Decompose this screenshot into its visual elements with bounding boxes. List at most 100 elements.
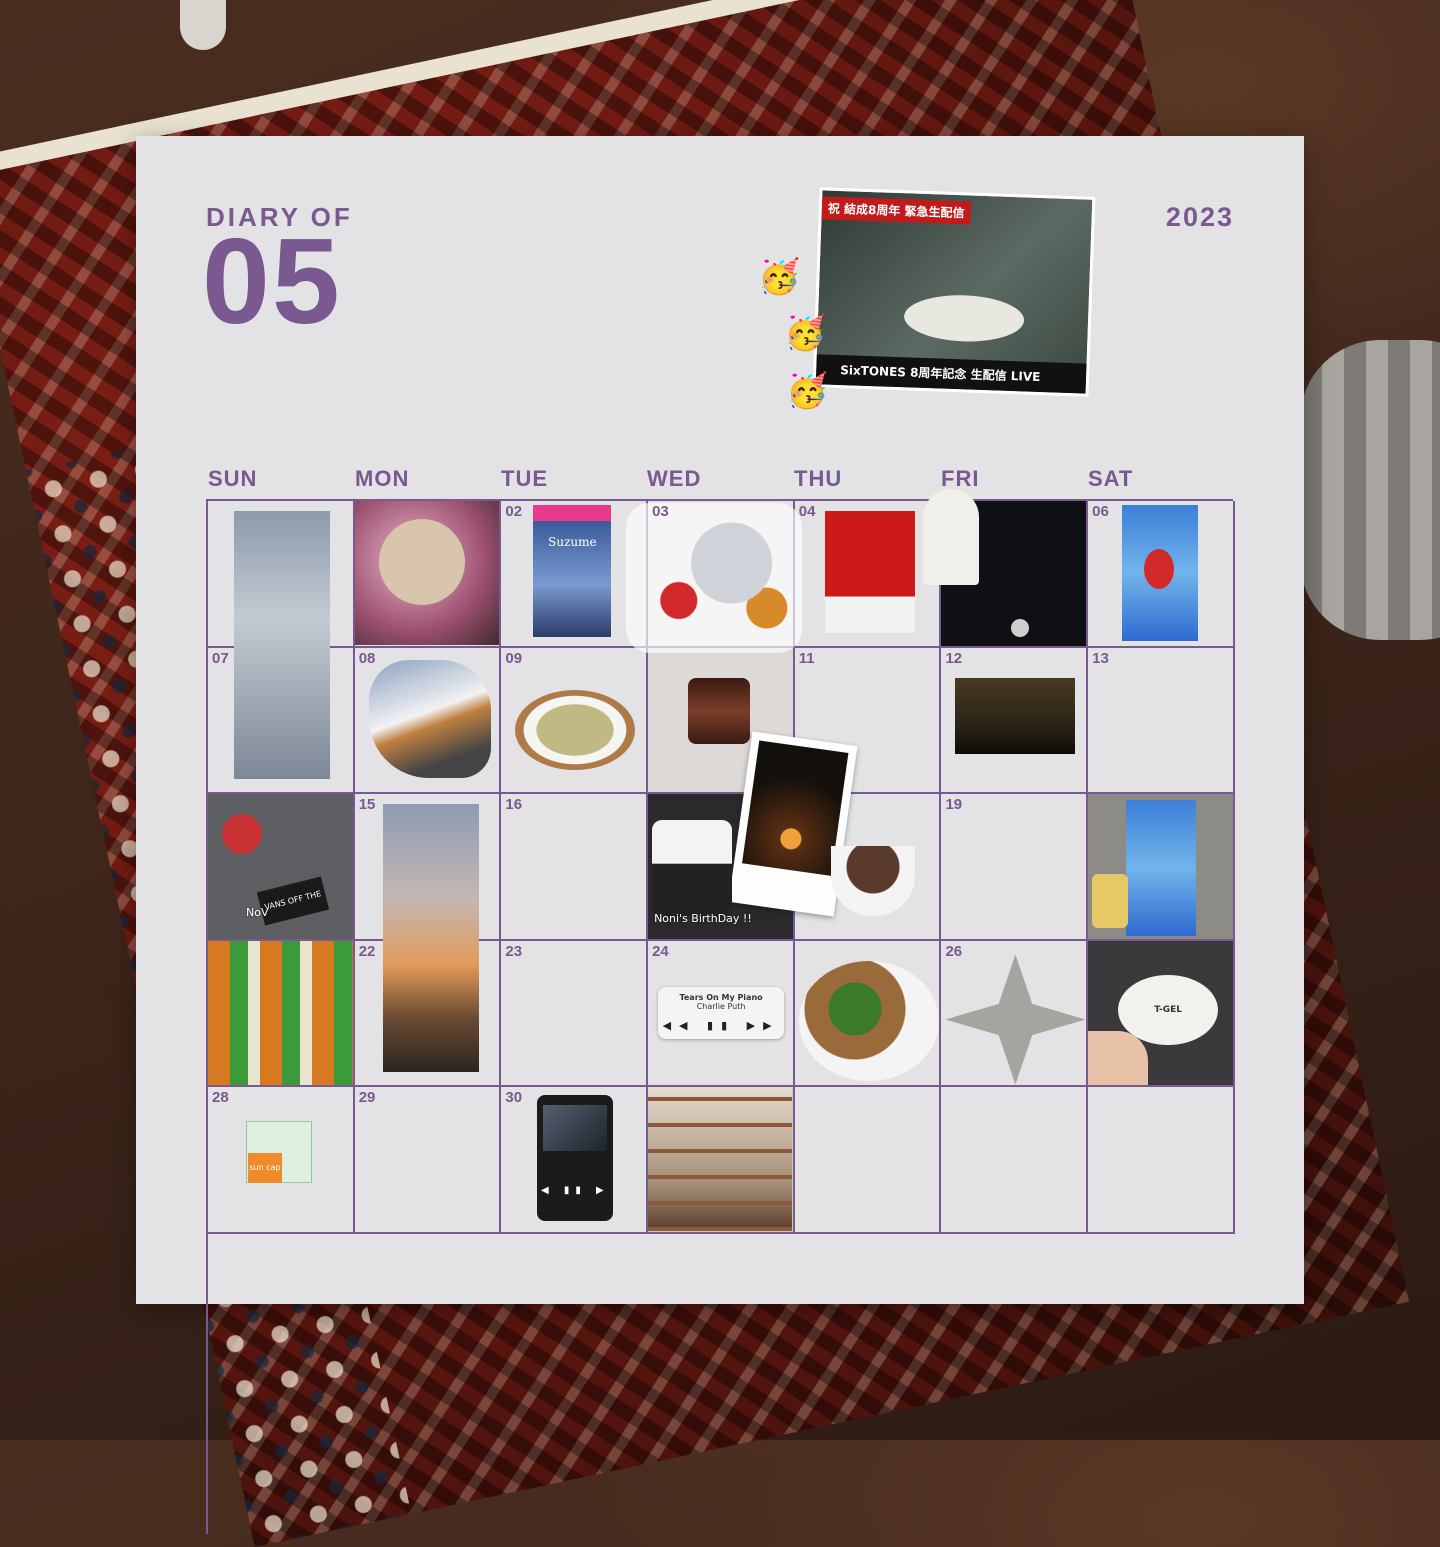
day-cell[interactable]: 28 sun cap bbox=[208, 1087, 355, 1234]
day-cell[interactable] bbox=[648, 1087, 795, 1234]
day-number: 04 bbox=[798, 503, 816, 520]
birthday-note: Noni's BirthDay !! bbox=[654, 912, 752, 925]
day-cell[interactable]: 24 Tears On My Piano Charlie Puth ◀◀ ▮▮ … bbox=[648, 940, 795, 1087]
birthday-cake bbox=[652, 820, 733, 916]
day-number: 07 bbox=[212, 649, 229, 667]
calendar-sheet: DIARY OF 05 2023 祝 結成8周年 緊急生配信 SixTONES … bbox=[136, 136, 1304, 1534]
day-cell[interactable]: 03 bbox=[626, 501, 803, 653]
mario-plush-sticker bbox=[626, 503, 803, 653]
sky-photo bbox=[234, 511, 330, 779]
ice-cream-bowl bbox=[830, 846, 915, 916]
day-cell[interactable] bbox=[208, 940, 355, 1087]
day-cell[interactable]: 16 bbox=[501, 794, 649, 941]
party-emoji-3: 🥳 bbox=[786, 371, 829, 411]
day-cell[interactable] bbox=[1088, 794, 1235, 941]
day-cell[interactable] bbox=[794, 1087, 942, 1234]
weekday-wed: WED bbox=[647, 466, 702, 491]
weekday-tue: TUE bbox=[501, 466, 548, 491]
party-emoji-2: 🥳 bbox=[784, 313, 827, 353]
day-number: 26 bbox=[945, 942, 963, 960]
ice-cream-cup bbox=[688, 677, 751, 744]
day-number: 15 bbox=[358, 796, 376, 813]
weekday-thu: THU bbox=[794, 466, 843, 491]
hand bbox=[1088, 1030, 1149, 1085]
juice-shelf-photo bbox=[208, 940, 352, 1085]
mario-movie-poster bbox=[1122, 505, 1199, 641]
live-stream-tag: 祝 結成8周年 緊急生配信 bbox=[821, 196, 971, 225]
slipper bbox=[1300, 340, 1440, 640]
day-number: 28 bbox=[212, 1089, 229, 1106]
day-cell[interactable]: 19 bbox=[941, 794, 1089, 941]
baby-photo bbox=[354, 501, 499, 645]
party-emoji-1: 🥳 bbox=[758, 257, 801, 297]
mario-figure bbox=[1144, 549, 1175, 589]
juice-pack: sun cap bbox=[248, 1153, 282, 1183]
day-cell[interactable]: 04 bbox=[794, 501, 942, 648]
day-number: 03 bbox=[652, 503, 669, 520]
weekday-sun: SUN bbox=[208, 466, 258, 491]
pastry-photo bbox=[368, 659, 491, 778]
pasta-bowl bbox=[515, 689, 636, 770]
day-cell[interactable]: 08 bbox=[354, 647, 502, 794]
baby-heart-frame bbox=[378, 519, 465, 605]
day-number: 23 bbox=[505, 942, 523, 960]
day-cell[interactable]: 06 bbox=[1088, 501, 1235, 648]
day-cell[interactable]: 13 bbox=[1088, 647, 1235, 794]
cafe-wall-photo bbox=[648, 1087, 793, 1231]
suzume-title: Suzume bbox=[548, 535, 597, 549]
day-number: 12 bbox=[945, 649, 963, 667]
day-cell[interactable]: 23 bbox=[501, 940, 649, 1087]
lips-sticker bbox=[222, 814, 262, 854]
album-art bbox=[543, 1105, 608, 1151]
day-cell[interactable]: 11 bbox=[794, 647, 942, 794]
day-number: 08 bbox=[358, 649, 376, 667]
day-number: 19 bbox=[945, 796, 963, 813]
day-number: 29 bbox=[358, 1089, 376, 1106]
laptop-note: NoV bbox=[246, 906, 269, 919]
day-number: 22 bbox=[358, 942, 376, 960]
month-number: 05 bbox=[202, 213, 342, 349]
salad-bowl bbox=[798, 960, 939, 1081]
day-number: 16 bbox=[505, 796, 523, 813]
suzume-poster: Suzume bbox=[533, 505, 612, 637]
weekday-mon: MON bbox=[355, 466, 410, 491]
album-cover bbox=[824, 511, 915, 633]
day-cell[interactable] bbox=[794, 794, 942, 941]
arch-sticker bbox=[923, 489, 980, 585]
day-number: 30 bbox=[505, 1089, 523, 1106]
calendar-grid: 02 Suzume 03 04 06 07 08 bbox=[206, 489, 1235, 1534]
nail-gel-jar: T-GEL bbox=[1118, 974, 1219, 1045]
day-cell[interactable]: 12 bbox=[941, 647, 1089, 794]
phone-controls: ◀ ▮▮ ▶ bbox=[541, 1185, 610, 1196]
live-stream-caption: SixTONES 8周年記念 生配信 LIVE bbox=[815, 354, 1087, 394]
day-cell[interactable]: 09 bbox=[501, 647, 649, 794]
year-label: 2023 bbox=[1165, 202, 1234, 232]
day-cell[interactable] bbox=[1088, 1087, 1235, 1234]
moon bbox=[1011, 619, 1030, 637]
day-number: 02 bbox=[505, 503, 523, 520]
player-controls: ◀◀ ▮▮ ▶▶ bbox=[662, 1018, 780, 1032]
day-cell[interactable]: 22 bbox=[354, 940, 502, 1087]
day-cell[interactable] bbox=[208, 501, 355, 779]
day-cell[interactable]: 26 bbox=[941, 940, 1089, 1087]
day-cell[interactable] bbox=[354, 501, 502, 648]
live-stream-photo: 祝 結成8周年 緊急生配信 SixTONES 8周年記念 生配信 LIVE bbox=[812, 187, 1096, 397]
table-shape bbox=[903, 293, 1025, 344]
day-cell[interactable] bbox=[941, 1087, 1089, 1234]
sunset-photo bbox=[382, 804, 479, 1072]
chair-leg bbox=[180, 0, 226, 50]
day-cell[interactable]: 07 bbox=[208, 647, 355, 794]
day-cell[interactable] bbox=[648, 647, 858, 917]
day-cell[interactable]: T-GEL bbox=[1088, 940, 1235, 1087]
day-number: 06 bbox=[1092, 503, 1109, 520]
music-video-thumbnail bbox=[955, 677, 1076, 754]
day-number: 24 bbox=[652, 942, 669, 960]
day-cell[interactable]: 15 bbox=[354, 794, 502, 1072]
diary-label: DIARY OF bbox=[206, 202, 353, 232]
day-number: 11 bbox=[798, 649, 815, 667]
day-cell[interactable]: 29 bbox=[354, 1087, 502, 1234]
day-cell[interactable] bbox=[794, 940, 942, 1087]
day-cell[interactable] bbox=[923, 489, 1089, 648]
day-cell[interactable]: 30 ◀ ▮▮ ▶ bbox=[501, 1087, 649, 1234]
day-cell[interactable]: VANS OFF THE WALL NoV bbox=[208, 794, 355, 941]
